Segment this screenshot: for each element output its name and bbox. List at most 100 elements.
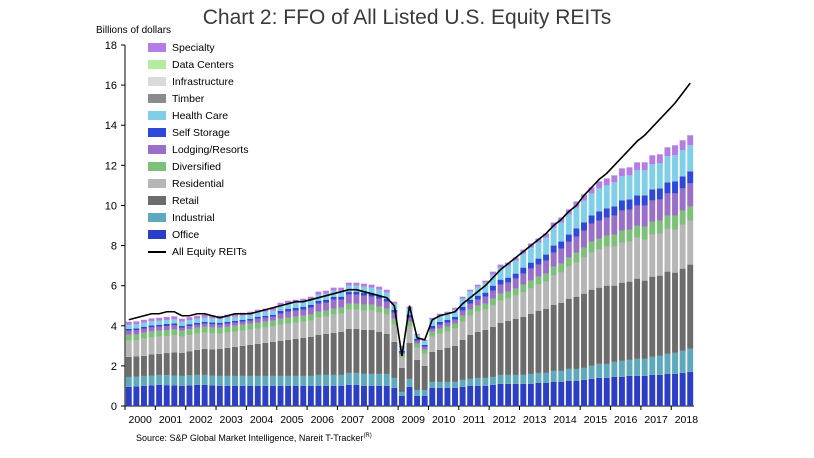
bar-segment-office (224, 385, 231, 406)
bar-segment-residential (216, 333, 223, 349)
bar-segment-health-care (618, 176, 625, 201)
bar-segment-residential (345, 309, 352, 329)
bar-segment-office (391, 387, 398, 406)
bar-segment-industrial (232, 375, 238, 386)
bar-segment-office (178, 385, 185, 406)
bar-segment-specialty (444, 311, 451, 314)
bar-segment-lodging-resorts (687, 183, 694, 207)
bar-segment-industrial (323, 374, 330, 386)
x-tick-label: 2018 (675, 414, 699, 426)
bar-segment-self-storage (148, 325, 155, 328)
bar-segment-office (269, 385, 276, 406)
bar-segment-self-storage (550, 245, 557, 253)
bar-segment-residential (429, 336, 436, 352)
bar-segment-industrial (573, 368, 580, 381)
bar-segment-self-storage (391, 309, 398, 313)
bar-segment-lodging-resorts (482, 296, 489, 304)
bar-segment-residential (641, 239, 648, 281)
bar-segment-self-storage (672, 181, 678, 194)
bar-segment-specialty (618, 168, 625, 177)
bar-segment-health-care (672, 155, 678, 182)
bar-segment-industrial (467, 378, 474, 386)
bar-segment-health-care (641, 170, 648, 196)
bar-segment-diversified (292, 316, 299, 323)
bar-segment-health-care (141, 322, 147, 327)
bar-segment-self-storage (201, 321, 208, 324)
bar-segment-health-care (626, 175, 633, 200)
bar-segment-diversified (300, 315, 307, 322)
bar-segment-health-care (558, 222, 565, 242)
bar-segment-residential (178, 336, 185, 353)
x-tick-label: 2004 (250, 414, 274, 426)
bar-segment-lodging-resorts (171, 325, 178, 330)
bar-segment-residential (489, 305, 496, 327)
bar-segment-industrial (368, 373, 375, 386)
legend-label: Data Centers (172, 58, 234, 71)
bar-segment-industrial (543, 372, 550, 383)
bar-segment-diversified (376, 306, 383, 313)
bar-segment-office (527, 383, 534, 406)
bar-segment-office (543, 382, 550, 406)
bar-segment-industrial (353, 372, 360, 385)
bar-segment-residential (232, 331, 238, 347)
bar-segment-self-storage (353, 291, 360, 295)
bar-segment-office (482, 385, 489, 406)
bar-segment-office (679, 372, 686, 406)
bar-segment-office (497, 383, 504, 406)
bar-segment-health-care (216, 318, 223, 323)
bar-segment-specialty (209, 315, 216, 319)
legend-line-swatch (148, 250, 166, 253)
bar-segment-lodging-resorts (505, 282, 512, 292)
bar-segment-lodging-resorts (603, 217, 610, 236)
bar-segment-health-care (596, 188, 603, 212)
bar-segment-self-storage (323, 299, 330, 303)
bar-segment-office (672, 373, 678, 406)
bar-segment-lodging-resorts (361, 295, 367, 305)
bar-segment-specialty (178, 318, 185, 322)
bar-segment-industrial (315, 374, 322, 386)
bar-segment-health-care (550, 227, 557, 246)
bar-segment-specialty (436, 313, 443, 316)
bar-segment-residential (398, 357, 405, 368)
bar-segment-residential (482, 309, 489, 330)
y-tick-label: 4 (111, 321, 117, 333)
bar-segment-specialty (611, 175, 618, 183)
bar-segment-retail (649, 276, 656, 357)
bar-segment-health-care (262, 311, 269, 316)
bar-segment-health-care (649, 164, 656, 190)
bar-segment-self-storage (163, 323, 170, 326)
bar-segment-lodging-resorts (444, 322, 451, 327)
bar-segment-diversified (125, 334, 132, 341)
bar-segment-industrial (376, 373, 383, 386)
legend-item: Specialty (148, 39, 248, 56)
bar-segment-industrial (474, 377, 481, 386)
bar-segment-diversified (550, 266, 557, 276)
bar-segment-diversified (565, 257, 572, 267)
bar-segment-industrial (247, 375, 254, 386)
bar-segment-office (239, 385, 246, 406)
bar-segment-industrial (452, 381, 458, 388)
bar-segment-self-storage (603, 208, 610, 218)
bar-segment-residential (527, 288, 534, 314)
bar-segment-lodging-resorts (262, 317, 269, 322)
bar-segment-industrial (307, 375, 314, 386)
bar-segment-diversified (406, 321, 413, 327)
bar-segment-residential (452, 328, 458, 346)
bar-segment-office (573, 380, 580, 406)
bar-segment-office (687, 371, 694, 406)
bar-segment-retail (588, 289, 595, 366)
bar-segment-residential (125, 340, 132, 357)
bar-segment-specialty (376, 286, 383, 290)
bar-segment-specialty (300, 298, 307, 302)
bar-segment-specialty (474, 284, 481, 287)
bar-segment-lodging-resorts (414, 340, 421, 344)
bar-segment-diversified (603, 235, 610, 247)
bar-segment-industrial (687, 348, 694, 372)
bar-segment-self-storage (194, 322, 201, 325)
bar-segment-residential (672, 229, 678, 273)
bar-segment-specialty (626, 167, 633, 176)
bar-segment-lodging-resorts (186, 326, 193, 330)
bar-segment-industrial (163, 375, 170, 386)
legend-item: Retail (148, 192, 248, 209)
bar-segment-health-care (656, 163, 663, 189)
